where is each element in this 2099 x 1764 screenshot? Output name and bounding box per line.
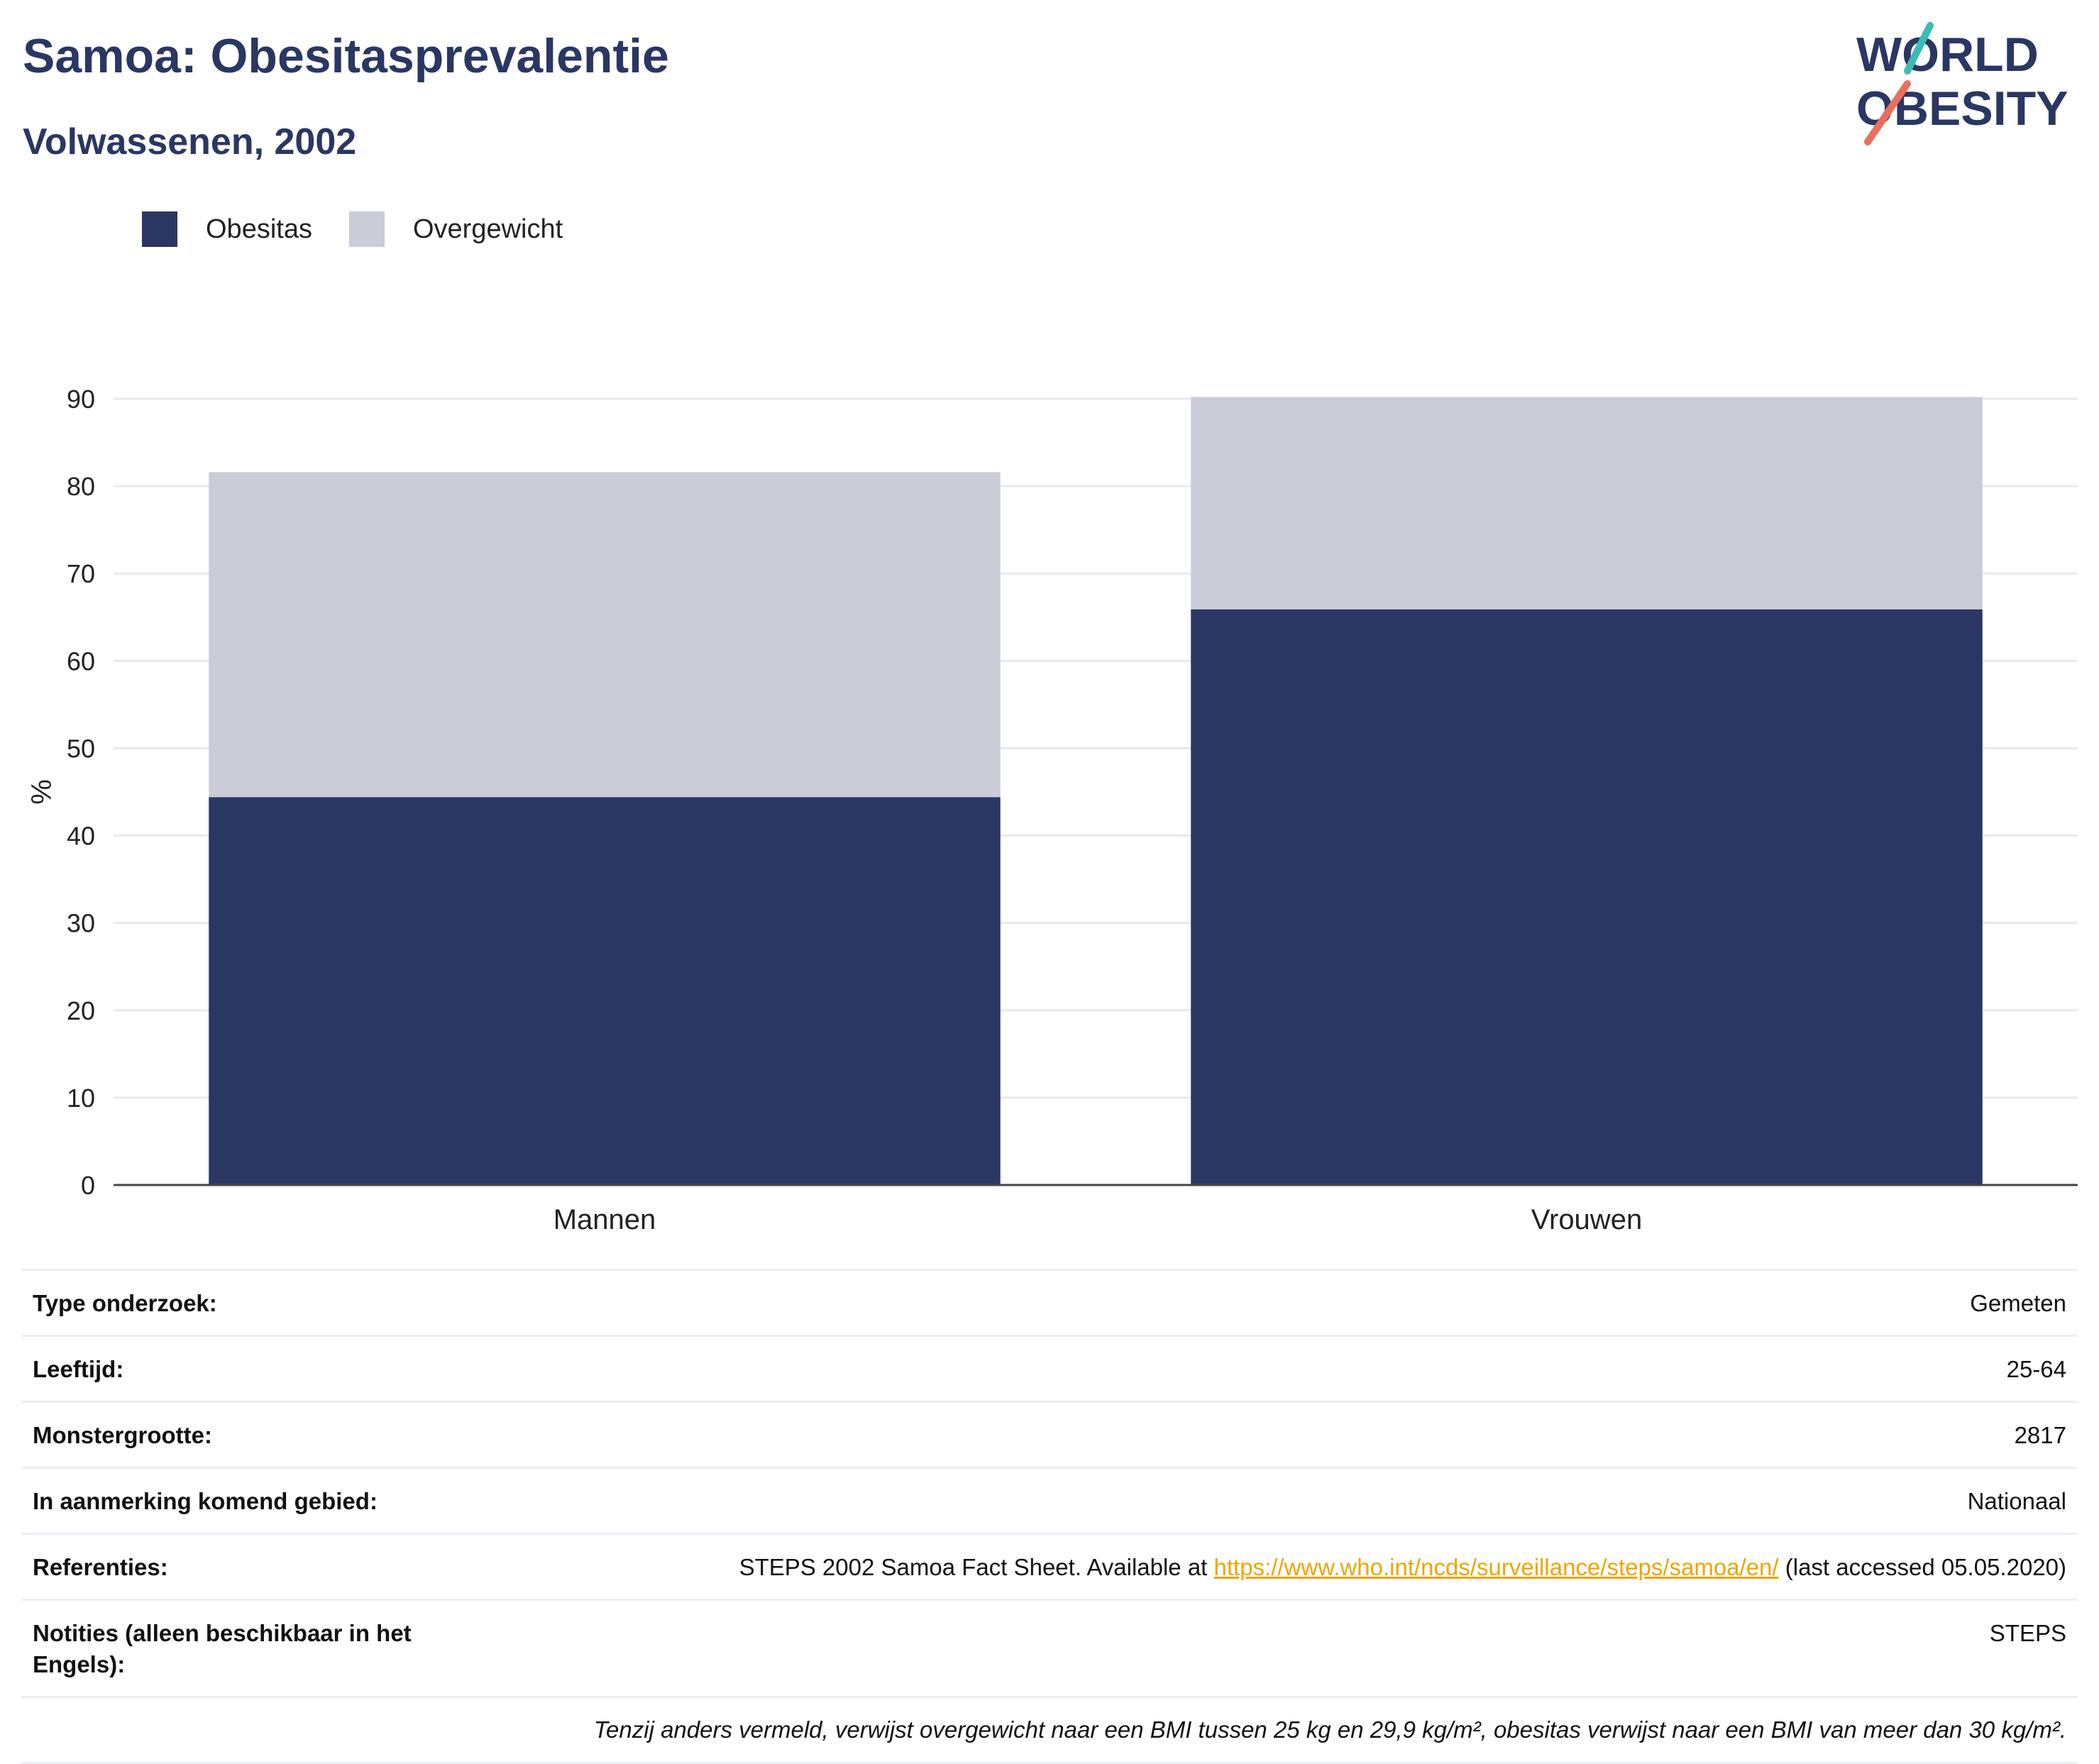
info-value: 25-64: [2006, 1356, 2066, 1382]
bar-overweight-vrouwen: [1191, 397, 1983, 610]
bar-obesity-mannen: [209, 797, 1001, 1185]
info-key: Type onderzoek:: [33, 1290, 217, 1316]
info-value: STEPS 2002 Samoa Fact Sheet. Available a…: [739, 1552, 2066, 1583]
reference-text: STEPS 2002 Samoa Fact Sheet. Available a…: [739, 1554, 1214, 1580]
legend-label-obesity: Obesitas: [206, 214, 312, 244]
x-tick-label: Vrouwen: [1531, 1204, 1642, 1235]
y-tick-label: 90: [67, 385, 95, 414]
info-row-notes: Notities (alleen beschikbaar in het Enge…: [21, 1599, 2078, 1696]
y-tick-label: 80: [67, 472, 95, 501]
svg-text:WORLD: WORLD: [1856, 28, 2039, 82]
chart-legend: Obesitas Overgewicht: [142, 211, 600, 247]
info-key: Monstergrootte:: [33, 1422, 212, 1448]
info-row-references: Referenties: STEPS 2002 Samoa Fact Sheet…: [21, 1533, 2078, 1599]
info-row-sample-size: Monstergrootte: 2817: [21, 1401, 2078, 1467]
legend-label-overweight: Overgewicht: [412, 214, 563, 244]
info-value: STEPS: [1989, 1620, 2066, 1646]
info-value: Nationaal: [1967, 1488, 2066, 1514]
info-key: Notities (alleen beschikbaar in het Enge…: [33, 1620, 412, 1677]
page-title: Samoa: Obesitasprevalentie: [23, 29, 669, 83]
legend-item-overweight[interactable]: Overgewicht: [348, 211, 563, 247]
legend-item-obesity[interactable]: Obesitas: [142, 211, 312, 247]
world-obesity-logo: WORLD OBESITY: [1856, 22, 2068, 145]
info-row-survey-type: Type onderzoek: Gemeten: [21, 1269, 2078, 1335]
y-tick-label: 10: [67, 1084, 95, 1113]
y-tick-label: 40: [67, 822, 95, 851]
info-key: Leeftijd:: [33, 1356, 124, 1382]
x-tick-label: Mannen: [553, 1204, 656, 1235]
legend-swatch-obesity: [142, 211, 177, 247]
info-value: 2817: [2014, 1422, 2066, 1448]
reference-accessed: (last accessed 05.05.2020): [1778, 1554, 2066, 1580]
legend-swatch-overweight: [348, 211, 385, 247]
bar-overweight-mannen: [209, 472, 1001, 798]
y-tick-label: 30: [67, 909, 95, 938]
stacked-bar-chart: 0 10 20 30 40 50 60 70 80 90 Mannen Vrouwen%: [26, 385, 2078, 1235]
y-tick-label: 60: [67, 646, 95, 676]
y-tick-label: 50: [67, 734, 95, 763]
info-row-age: Leeftijd: 25-64: [21, 1335, 2078, 1401]
info-key: Referenties:: [33, 1554, 168, 1580]
info-value: Gemeten: [1970, 1290, 2066, 1316]
page-subtitle: Volwassenen, 2002: [23, 121, 357, 162]
y-tick-label: 20: [67, 996, 95, 1025]
y-axis-label: %: [26, 779, 57, 805]
bar-obesity-vrouwen: [1191, 609, 1983, 1185]
y-tick-label: 70: [67, 559, 95, 588]
info-table: Type onderzoek: Gemeten Leeftijd: 25-64 …: [21, 1269, 2078, 1764]
info-key: In aanmerking komend gebied:: [33, 1488, 378, 1514]
footnote: Tenzij anders vermeld, verwijst overgewi…: [21, 1696, 2078, 1764]
y-tick-label: 0: [81, 1171, 95, 1200]
reference-link[interactable]: https://www.who.int/ncds/surveillance/st…: [1213, 1554, 1779, 1580]
info-row-area: In aanmerking komend gebied: Nationaal: [21, 1467, 2078, 1533]
